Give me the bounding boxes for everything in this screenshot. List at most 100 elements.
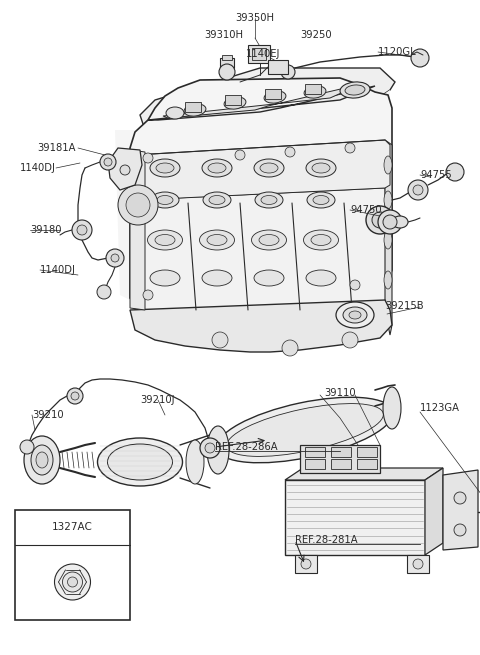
Ellipse shape xyxy=(313,195,329,204)
Bar xyxy=(15,510,130,620)
Text: 39110: 39110 xyxy=(324,388,356,398)
Bar xyxy=(268,60,288,74)
Circle shape xyxy=(67,388,83,404)
Text: 1140EJ: 1140EJ xyxy=(246,49,280,59)
Ellipse shape xyxy=(304,86,326,98)
Circle shape xyxy=(126,193,150,217)
Ellipse shape xyxy=(252,230,287,250)
Ellipse shape xyxy=(254,159,284,177)
Polygon shape xyxy=(305,459,325,469)
Ellipse shape xyxy=(150,159,180,177)
Circle shape xyxy=(383,215,397,229)
Ellipse shape xyxy=(307,192,335,208)
Polygon shape xyxy=(407,555,429,573)
Text: 1140DJ: 1140DJ xyxy=(40,265,76,275)
Ellipse shape xyxy=(156,163,174,173)
Circle shape xyxy=(72,220,92,240)
Circle shape xyxy=(120,165,130,175)
Ellipse shape xyxy=(150,270,180,286)
Bar xyxy=(248,45,270,63)
Ellipse shape xyxy=(254,270,284,286)
Ellipse shape xyxy=(349,311,361,319)
Ellipse shape xyxy=(157,195,173,204)
Ellipse shape xyxy=(208,163,226,173)
Circle shape xyxy=(282,340,298,356)
Circle shape xyxy=(408,180,428,200)
Ellipse shape xyxy=(306,270,336,286)
Polygon shape xyxy=(148,86,375,120)
Circle shape xyxy=(454,524,466,536)
Circle shape xyxy=(366,206,394,234)
Ellipse shape xyxy=(227,403,384,457)
Ellipse shape xyxy=(224,97,246,109)
Ellipse shape xyxy=(260,163,278,173)
Circle shape xyxy=(301,559,311,569)
Polygon shape xyxy=(285,480,425,555)
Text: 39250: 39250 xyxy=(300,30,332,40)
Circle shape xyxy=(235,150,245,160)
Bar xyxy=(265,89,281,99)
Polygon shape xyxy=(357,447,377,457)
Circle shape xyxy=(454,492,466,504)
Ellipse shape xyxy=(209,195,225,204)
Ellipse shape xyxy=(384,271,392,289)
Polygon shape xyxy=(285,468,443,480)
Circle shape xyxy=(71,392,79,400)
Ellipse shape xyxy=(202,270,232,286)
Circle shape xyxy=(411,49,429,67)
Circle shape xyxy=(77,225,87,235)
Polygon shape xyxy=(130,150,145,310)
Ellipse shape xyxy=(343,307,367,323)
Ellipse shape xyxy=(97,438,182,486)
Ellipse shape xyxy=(24,436,60,484)
Ellipse shape xyxy=(36,452,48,468)
Polygon shape xyxy=(135,188,390,310)
Circle shape xyxy=(118,185,158,225)
Circle shape xyxy=(350,280,360,290)
Ellipse shape xyxy=(151,192,179,208)
Ellipse shape xyxy=(207,426,229,474)
Ellipse shape xyxy=(303,230,338,250)
Polygon shape xyxy=(443,470,478,550)
Text: 94750: 94750 xyxy=(350,205,382,215)
Ellipse shape xyxy=(31,445,53,475)
Text: 39350H: 39350H xyxy=(236,13,275,23)
Text: 39180: 39180 xyxy=(30,225,61,235)
Circle shape xyxy=(342,332,358,348)
Circle shape xyxy=(345,143,355,153)
Ellipse shape xyxy=(203,192,231,208)
Circle shape xyxy=(413,559,423,569)
Polygon shape xyxy=(163,84,362,118)
Text: 39210: 39210 xyxy=(32,410,64,420)
Circle shape xyxy=(372,212,388,228)
Circle shape xyxy=(68,577,77,587)
Ellipse shape xyxy=(261,195,277,204)
Ellipse shape xyxy=(384,156,392,174)
Polygon shape xyxy=(130,78,392,322)
Ellipse shape xyxy=(147,230,182,250)
Polygon shape xyxy=(331,447,351,457)
Polygon shape xyxy=(357,459,377,469)
Ellipse shape xyxy=(336,302,374,328)
Ellipse shape xyxy=(384,191,392,209)
Circle shape xyxy=(104,158,112,166)
Circle shape xyxy=(281,65,295,79)
Circle shape xyxy=(143,153,153,163)
Circle shape xyxy=(378,210,402,234)
Polygon shape xyxy=(331,459,351,469)
Ellipse shape xyxy=(166,107,184,119)
Polygon shape xyxy=(115,90,390,318)
Circle shape xyxy=(55,564,91,600)
Circle shape xyxy=(200,438,220,458)
Bar xyxy=(185,102,201,112)
Polygon shape xyxy=(135,140,390,200)
Ellipse shape xyxy=(217,397,393,463)
Circle shape xyxy=(143,290,153,300)
Polygon shape xyxy=(385,140,392,335)
Bar xyxy=(305,84,321,94)
Circle shape xyxy=(205,443,215,453)
Text: 39210J: 39210J xyxy=(141,395,175,405)
Bar xyxy=(252,48,266,60)
Circle shape xyxy=(111,254,119,262)
Text: 1120GL: 1120GL xyxy=(378,47,417,57)
